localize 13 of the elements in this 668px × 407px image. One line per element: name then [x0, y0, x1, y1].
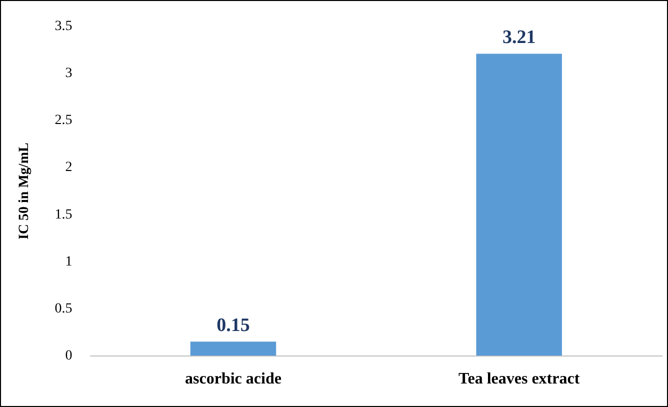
y-tick-label: 0 [65, 348, 72, 364]
data-label: 3.21 [502, 27, 536, 48]
x-tick-label: Tea leaves extract [458, 370, 580, 388]
y-tick-label: 3.5 [54, 19, 72, 34]
y-tick-label: 2.5 [54, 113, 72, 128]
x-tick-label: ascorbic acide [185, 370, 282, 388]
y-tick-label: 2 [65, 160, 72, 176]
y-tick-label: 1.5 [54, 207, 72, 222]
y-tick-label: 1 [65, 254, 72, 270]
data-label: 0.15 [216, 315, 250, 336]
y-axis-title: IC 50 in Mg/mL [17, 142, 32, 240]
y-tick-label: 3 [65, 66, 72, 82]
y-tick-label: 0.5 [54, 301, 72, 316]
